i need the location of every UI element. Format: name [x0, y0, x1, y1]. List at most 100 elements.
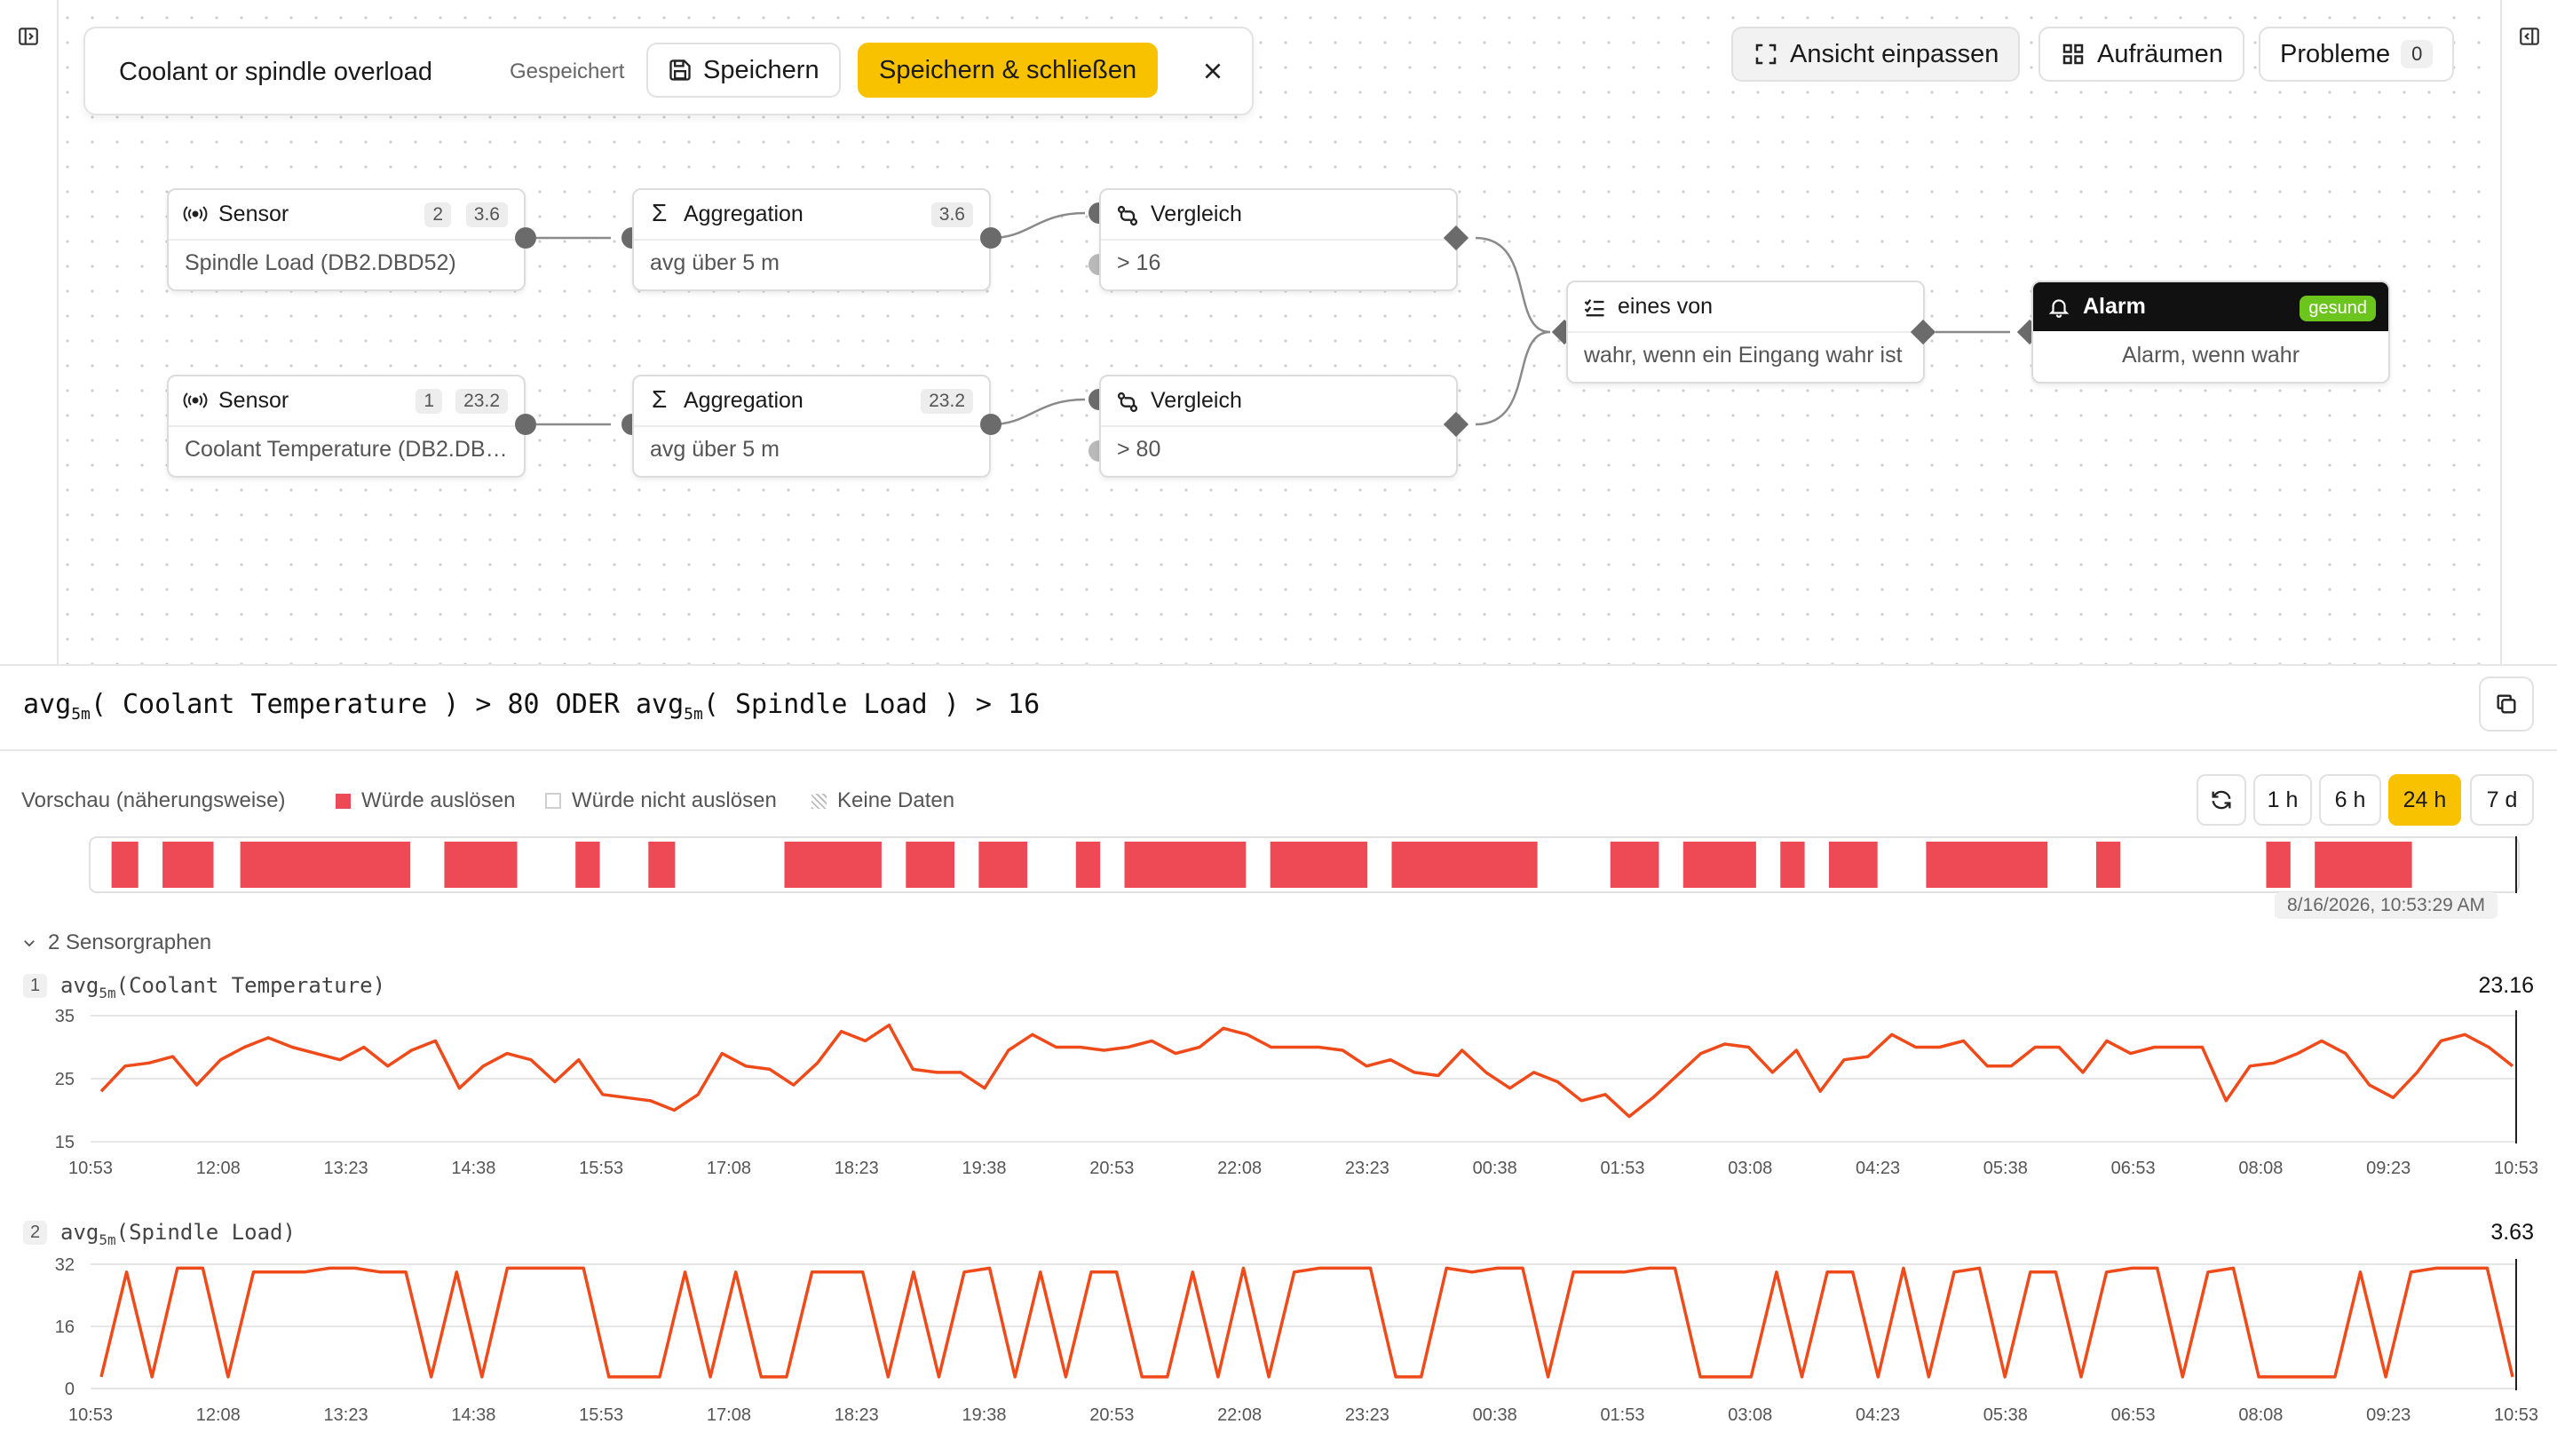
trigger-span	[1610, 842, 1659, 888]
right-sidebar	[2500, 0, 2557, 664]
list-checks-icon	[1582, 296, 1607, 325]
y-tick-label: 15	[55, 1133, 75, 1152]
edge	[990, 211, 1086, 240]
legend-label: Würde auslösen	[361, 788, 516, 812]
x-tick-label: 10:53	[2494, 1159, 2538, 1178]
x-tick-label: 22:08	[1217, 1405, 1262, 1425]
x-tick-label: 17:08	[707, 1405, 751, 1425]
close-button[interactable]	[1188, 46, 1238, 96]
node-title: Vergleich	[1151, 202, 1242, 226]
sidebar-toggle-icon[interactable]	[2518, 25, 2541, 52]
any-of-node[interactable]: eines von wahr, wenn ein Eingang wahr is…	[1566, 281, 1925, 384]
save-icon	[669, 59, 691, 81]
bell-icon	[2047, 296, 2070, 323]
edge	[1475, 236, 1551, 334]
x-tick-label: 12:08	[196, 1405, 241, 1425]
output-port[interactable]	[980, 227, 1001, 249]
sensor-node-coolant-temperature[interactable]: Sensor 1 23.2 Coolant Temperature (DB2.D…	[167, 375, 526, 478]
sensor-graphs-toggle[interactable]: 2 Sensorgraphen	[21, 930, 211, 955]
y-tick-label: 16	[55, 1318, 75, 1337]
trigger-span	[906, 842, 955, 888]
copy-button[interactable]	[2479, 677, 2534, 732]
x-tick-label: 19:38	[962, 1159, 1006, 1178]
x-tick-label: 13:23	[324, 1159, 368, 1178]
comparison-node-1[interactable]: Vergleich > 16	[1099, 188, 1458, 291]
range-24h-button[interactable]: 24 h	[2388, 774, 2461, 826]
x-tick-label: 10:53	[2494, 1405, 2538, 1425]
sigma-icon: Σ	[652, 199, 668, 226]
trigger-timeline[interactable]	[89, 836, 2520, 893]
trigger-span	[1270, 842, 1368, 888]
x-tick-label: 08:08	[2238, 1159, 2283, 1178]
trigger-span	[444, 842, 518, 888]
spindle-load-graph[interactable]: 32 16 0 10:53 12:08 13:23 14:38 15:53 17:08 18:23…	[0, 1248, 2557, 1444]
rule-formula[interactable]: avg5m( Coolant Temperature ) > 80 ODER a…	[23, 689, 1040, 724]
node-title: Aggregation	[684, 388, 804, 413]
range-6h-button[interactable]: 6 h	[2319, 774, 2381, 826]
formula-bar: avg5m( Coolant Temperature ) > 80 ODER a…	[0, 666, 2557, 751]
range-1h-button[interactable]: 1 h	[2253, 774, 2312, 826]
trigger-span	[1926, 842, 2048, 888]
output-port[interactable]	[980, 414, 1001, 435]
rule-name[interactable]: Coolant or spindle overload	[119, 58, 433, 86]
x-tick-label: 23:23	[1345, 1159, 1389, 1178]
x-tick-label: 09:23	[2366, 1405, 2411, 1425]
x-tick-label: 18:23	[835, 1159, 879, 1178]
graph-index: 1	[23, 974, 48, 998]
y-tick-label: 35	[55, 1007, 75, 1026]
x-tick-label: 05:38	[1983, 1159, 2028, 1178]
sensor-graphs-label: 2 Sensorgraphen	[48, 930, 212, 954]
problems-button[interactable]: Probleme 0	[2259, 27, 2455, 82]
alarm-node[interactable]: Alarm gesund Alarm, wenn wahr	[2031, 281, 2390, 384]
trigger-span	[648, 842, 676, 888]
save-and-close-label: Speichern & schließen	[879, 55, 1137, 84]
trigger-span	[240, 842, 411, 888]
node-value-badge: 3.6	[930, 202, 973, 227]
node-body: Coolant Temperature (DB2.DB…	[185, 437, 508, 462]
git-compare-icon	[1115, 203, 1140, 233]
x-tick-label: 19:38	[962, 1405, 1006, 1425]
x-tick-label: 22:08	[1217, 1159, 1262, 1178]
cursor-timestamp: 8/16/2026, 10:53:29 AM	[2275, 892, 2498, 919]
x-tick-label: 10:53	[68, 1405, 113, 1425]
aggregation-node-2[interactable]: Σ Aggregation 23.2 avg über 5 m	[632, 375, 991, 478]
trigger-span	[2315, 842, 2412, 888]
node-body: wahr, wenn ein Eingang wahr ist	[1584, 343, 1903, 368]
save-button[interactable]: Speichern	[646, 43, 841, 98]
trigger-span	[1828, 842, 1878, 888]
sigma-icon: Σ	[652, 385, 668, 413]
node-title: Aggregation	[684, 202, 804, 226]
range-7d-button[interactable]: 7 d	[2470, 774, 2534, 826]
trigger-span	[1124, 842, 1247, 888]
formula-fn: avg	[23, 689, 72, 720]
output-port[interactable]	[515, 414, 536, 435]
coolant-temperature-graph[interactable]: 35 25 15 10:53 12:08 13:23 14:38 15:53 17:08 18:2…	[0, 1001, 2557, 1186]
sensor-node-spindle-load[interactable]: Sensor 2 3.6 Spindle Load (DB2.DBD52)	[167, 188, 526, 291]
x-tick-label: 01:53	[1600, 1405, 1644, 1425]
output-port[interactable]	[515, 227, 536, 249]
graph-index: 2	[23, 1221, 48, 1245]
fit-view-button[interactable]: Ansicht einpassen	[1731, 27, 2021, 82]
sidebar-toggle-icon[interactable]	[17, 25, 40, 52]
refresh-button[interactable]	[2197, 774, 2246, 826]
comparison-node-2[interactable]: Vergleich > 80	[1099, 375, 1458, 478]
grid-icon	[2062, 44, 2084, 65]
aggregation-node-1[interactable]: Σ Aggregation 3.6 avg über 5 m	[632, 188, 991, 291]
trigger-span	[978, 842, 1028, 888]
node-title: Alarm	[2083, 294, 2146, 319]
tidy-button[interactable]: Aufräumen	[2038, 27, 2244, 82]
trigger-span	[575, 842, 600, 888]
edge	[990, 398, 1086, 426]
x-tick-label: 09:23	[2366, 1159, 2411, 1178]
formula-operator: ODER	[555, 689, 620, 720]
legend-swatch	[811, 793, 827, 809]
y-tick-label: 25	[55, 1070, 75, 1089]
series-line	[99, 1266, 2514, 1379]
trigger-span	[1682, 842, 1756, 888]
legend-swatch	[336, 793, 351, 809]
node-body: > 80	[1117, 437, 1161, 462]
fit-view-icon	[1755, 44, 1777, 65]
save-and-close-button[interactable]: Speichern & schließen	[858, 43, 1159, 98]
trigger-span	[162, 842, 214, 888]
node-body: Spindle Load (DB2.DBD52)	[185, 250, 456, 275]
